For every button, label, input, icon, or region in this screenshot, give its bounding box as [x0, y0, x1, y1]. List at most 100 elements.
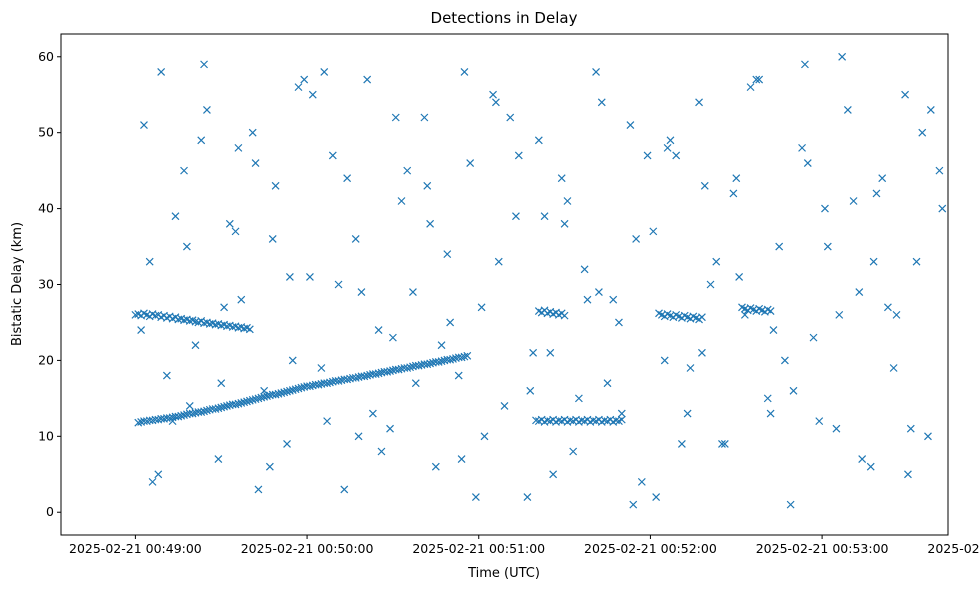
data-point: [265, 462, 274, 471]
data-point: [763, 394, 772, 403]
data-point: [351, 373, 360, 382]
data-point: [271, 390, 280, 399]
data-point: [872, 189, 881, 198]
data-point: [446, 318, 455, 327]
data-point: [237, 295, 246, 304]
data-point: [171, 212, 180, 221]
data-point: [291, 385, 300, 394]
data-point: [626, 121, 635, 130]
data-point: [437, 357, 446, 366]
data-point: [769, 326, 778, 334]
data-point: [855, 288, 864, 297]
data-point: [463, 351, 472, 360]
data-point: [274, 389, 283, 398]
data-point: [360, 372, 369, 381]
data-point: [466, 159, 475, 167]
data-point: [277, 389, 286, 397]
data-point: [617, 415, 626, 424]
data-point: [231, 400, 240, 409]
data-point: [789, 386, 798, 395]
data-point: [248, 128, 257, 137]
data-point: [248, 395, 257, 404]
data-point: [426, 359, 435, 368]
data-point: [217, 379, 226, 388]
data-point: [217, 403, 226, 412]
data-point: [560, 219, 569, 228]
data-point: [414, 361, 423, 370]
data-point: [334, 280, 343, 289]
data-point: [883, 303, 892, 312]
data-point: [766, 307, 775, 315]
data-point: [560, 311, 569, 320]
data-point: [677, 439, 686, 448]
data-point: [271, 181, 280, 190]
data-point: [409, 288, 417, 297]
data-point: [334, 376, 343, 385]
series-scattered-noise: [137, 52, 947, 509]
series-track-near-12km: [134, 351, 472, 427]
data-point: [174, 412, 183, 421]
data-point: [720, 439, 729, 448]
plot-area-frame: [60, 33, 949, 536]
data-point: [712, 257, 721, 266]
data-point: [403, 364, 412, 372]
data-point: [615, 318, 623, 327]
data-point: [297, 383, 306, 392]
data-point: [154, 470, 163, 479]
data-point: [423, 181, 432, 190]
data-point: [371, 370, 380, 378]
data-point: [663, 143, 672, 152]
data-point: [197, 136, 206, 145]
data-point: [801, 60, 809, 69]
data-point: [237, 398, 246, 407]
data-point: [700, 181, 709, 190]
data-point: [306, 272, 314, 281]
data-point: [294, 384, 303, 393]
data-point: [480, 432, 489, 441]
data-point: [134, 418, 143, 427]
data-point: [182, 242, 191, 251]
data-point: [643, 151, 652, 160]
data-point: [225, 219, 234, 228]
data-point: [457, 353, 466, 362]
data-point: [878, 174, 887, 183]
data-point: [649, 227, 658, 236]
series-cluster-near-12km-later: [532, 415, 626, 426]
data-point: [652, 493, 661, 501]
data-point: [254, 485, 263, 494]
y-tick-label: 40: [38, 201, 54, 216]
data-point: [457, 455, 466, 464]
data-point: [323, 417, 332, 426]
y-tick-label: 20: [38, 352, 54, 367]
data-point: [718, 439, 726, 448]
data-point: [506, 113, 515, 122]
data-point: [838, 52, 847, 61]
data-point: [632, 235, 641, 243]
data-point: [904, 470, 912, 479]
data-point: [323, 379, 332, 388]
data-point: [326, 378, 334, 387]
data-point: [901, 90, 910, 99]
data-point: [285, 386, 294, 395]
data-point: [786, 500, 795, 509]
data-point: [191, 341, 200, 350]
data-point: [280, 388, 289, 397]
data-point: [288, 356, 297, 365]
data-point: [924, 432, 932, 441]
data-point: [234, 399, 243, 408]
data-point: [391, 113, 400, 122]
data-point: [912, 257, 921, 266]
data-point: [580, 265, 589, 274]
data-point: [695, 98, 703, 107]
data-point: [617, 409, 626, 418]
data-point: [574, 394, 583, 403]
data-point: [918, 128, 927, 137]
data-point: [780, 356, 789, 365]
data-point: [858, 455, 867, 464]
data-point: [729, 189, 738, 198]
data-point: [660, 356, 669, 365]
data-point: [288, 386, 297, 394]
data-point: [583, 295, 592, 304]
data-point: [494, 257, 503, 266]
data-point: [200, 60, 208, 69]
